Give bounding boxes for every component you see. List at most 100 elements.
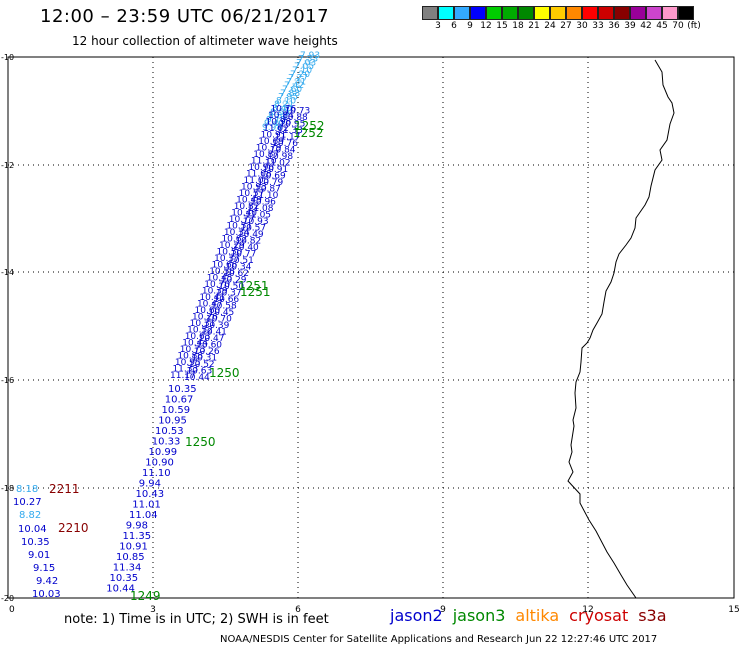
track-value-label: 10.58	[211, 302, 237, 312]
color-swatch	[566, 6, 582, 20]
track-value-label: 10.49	[236, 196, 262, 206]
track-value-label: 11.33	[277, 126, 303, 136]
track-value-label: 9.98	[126, 521, 148, 532]
track-value-label: 10.33	[152, 437, 181, 448]
track-value-label: 11.05	[245, 211, 271, 221]
track-value-label: 10.98	[267, 152, 293, 162]
track-value-label: 11.08	[246, 170, 272, 180]
y-tick-label: -12	[1, 161, 14, 170]
color-swatch	[502, 6, 518, 20]
pass-label: 1250	[185, 435, 216, 449]
track-value-label: 10.47	[197, 300, 223, 310]
track-jason2-upper-cyan: 9.989.409.158.888.558.408.218.107.957.88…	[262, 51, 320, 133]
track-value-label: 10.91	[262, 165, 288, 175]
map-subtitle: 12 hour collection of altimeter wave hei…	[72, 34, 338, 48]
color-swatch	[550, 6, 566, 20]
track-value-label: 10.95	[280, 120, 306, 130]
x-tick-label: 15	[728, 605, 739, 615]
color-scale-tick: 30	[576, 21, 588, 31]
color-scale-tick: 21	[528, 21, 540, 31]
track-value-label: 9.40	[264, 119, 284, 129]
track-value-label: 11.17	[170, 371, 196, 381]
track-value-label: 7.31	[286, 77, 306, 87]
left-track-value: 9.15	[33, 563, 55, 574]
track-value-label: 11.08	[248, 204, 274, 214]
cryosat-pass-label: 2211	[49, 482, 80, 496]
track-value-label: 10.35	[110, 573, 139, 584]
color-swatch	[646, 6, 662, 20]
color-scale-tick: (ft)	[687, 21, 701, 31]
left-track-value: 10.03	[32, 589, 61, 600]
color-swatch	[582, 6, 598, 20]
map-grid	[8, 57, 734, 598]
x-tick-label: 12	[582, 605, 593, 615]
track-value-label: 10.88	[282, 113, 308, 123]
track-value-label: 11.35	[123, 531, 152, 542]
track-value-label: 9.94	[139, 479, 161, 490]
track-value-label: 9.15	[266, 115, 286, 125]
track-value-label: 10.51	[228, 256, 254, 266]
color-swatch	[614, 6, 630, 20]
track-value-label: 10.41	[201, 328, 227, 338]
track-value-label: 11.33	[172, 365, 198, 375]
pass-label: 1251	[238, 279, 269, 293]
color-scale-tick: 39	[624, 21, 636, 31]
color-scale-tick: 33	[592, 21, 604, 31]
color-swatch	[454, 6, 470, 20]
color-scale-tick: 70	[672, 21, 684, 31]
track-value-label: 10.99	[149, 447, 178, 458]
track-value-label: 10.57	[240, 224, 266, 234]
track-value-label: 7.10	[292, 66, 312, 76]
color-scale-bar	[422, 6, 694, 20]
axis-labels: 0 3 6 9 12 15 -10 -12 -14 -16 -18 -20	[1, 53, 740, 615]
track-value-label: 11.02	[263, 124, 289, 134]
track-value-label: 11.01	[132, 500, 161, 511]
y-tick-label: -10	[1, 53, 14, 62]
track-value-label: 10.84	[268, 111, 294, 121]
track-value-label: 10.60	[195, 306, 221, 316]
track-value-label: 10.45	[209, 308, 235, 318]
track-value-label: 10.44	[106, 584, 135, 595]
y-tick-label: -18	[1, 484, 14, 493]
color-scale-tick: 15	[496, 21, 508, 31]
track-value-label: 10.69	[260, 172, 286, 182]
track-value-label: 10.93	[243, 217, 269, 227]
left-track-value: 10.35	[21, 537, 50, 548]
track-value-label: 8.88	[268, 112, 288, 122]
left-track-value: 9.42	[36, 576, 58, 587]
legend-altika: altika	[515, 606, 560, 625]
track-value-label: 11.02	[265, 159, 291, 169]
track-value-label: 10.63	[185, 332, 211, 342]
cryosat-pass-label: 2210	[58, 521, 89, 535]
track-value-label: 10.69	[258, 137, 284, 147]
track-value-label: 10.96	[250, 198, 276, 208]
color-swatch	[438, 6, 454, 20]
track-value-label: 11.10	[251, 157, 277, 167]
color-swatch	[534, 6, 550, 20]
track-value-label: 10.70	[206, 315, 232, 325]
track-value-label: 10.47	[199, 334, 225, 344]
y-tick-label: -16	[1, 376, 14, 385]
track-value-label: 9.98	[262, 123, 282, 133]
track-value-label: 10.40	[233, 243, 259, 253]
track-value-label: 10.57	[239, 189, 265, 199]
track-value-label: 10.29	[221, 276, 247, 286]
track-value-label: 10.82	[235, 237, 261, 247]
track-value-label: 10.52	[189, 360, 215, 370]
track-value-label: 10.98	[266, 118, 292, 128]
track-value-label: 10.37	[216, 289, 242, 299]
left-track-value: 8.18	[16, 484, 38, 495]
track-jason2-upper: 11.1710.4411.3310.6310.9510.5210.8810.31…	[170, 105, 310, 384]
track-value-label: 10.85	[116, 552, 145, 563]
x-tick-label: 9	[440, 605, 446, 615]
legend-cryosat: cryosat	[569, 606, 629, 625]
color-scale-tick: 42	[640, 21, 652, 31]
left-track-value: 9.01	[28, 550, 50, 561]
track-value-label: 10.62	[223, 269, 249, 279]
track-value-label: 10.77	[231, 250, 257, 260]
track-value-label: 10.50	[217, 248, 243, 258]
track-value-label: 10.73	[180, 345, 206, 355]
track-value-label: 10.44	[182, 339, 208, 349]
color-swatch	[678, 6, 694, 20]
